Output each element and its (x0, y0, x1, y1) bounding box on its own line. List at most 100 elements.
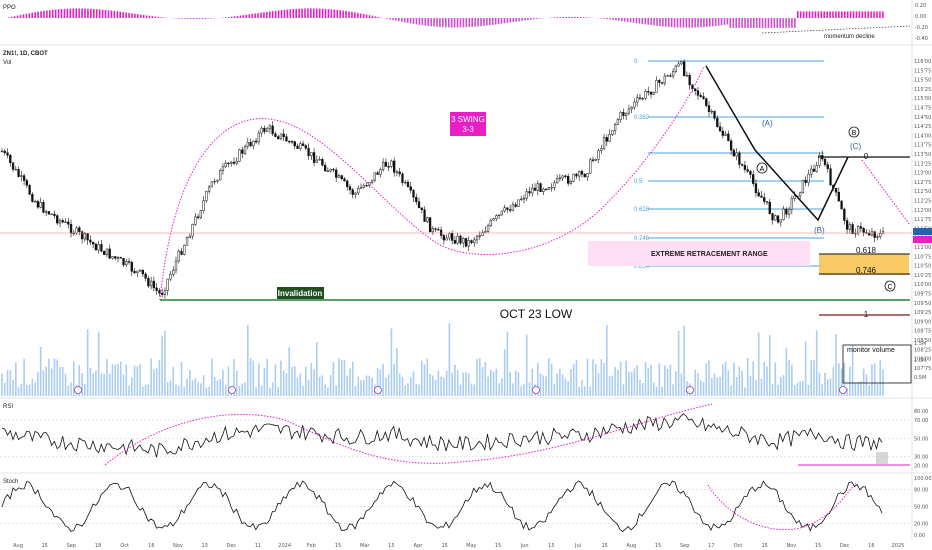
candle-body (804, 179, 807, 183)
candle-body (417, 201, 421, 209)
ppo-bar (615, 18, 617, 21)
volume-bar (67, 385, 70, 396)
event-marker (374, 386, 382, 394)
projection-label: 1 (864, 310, 869, 319)
ppo-bar (119, 11, 121, 18)
x-tick: 17 (708, 543, 714, 549)
ppo-bar (606, 18, 608, 20)
x-tick: 15 (761, 543, 767, 549)
candle-body (547, 187, 550, 190)
volume-bar (708, 360, 710, 396)
monitor-volume-label: monitor volume (847, 347, 895, 354)
candle-body (398, 171, 401, 175)
ppo-bar (494, 18, 497, 25)
volume-bar (252, 360, 255, 396)
volume-bar (155, 368, 158, 396)
price-tick: 110'25 (914, 273, 931, 279)
volume-bar (48, 358, 50, 396)
ppo-bar (78, 8, 80, 18)
candle-body (69, 224, 73, 234)
volume-bar (594, 364, 597, 396)
x-tick: Jun (520, 543, 529, 549)
candle-body (340, 175, 343, 179)
x-tick: Nov (786, 543, 796, 549)
volume-bar (804, 341, 807, 396)
volume-bar (755, 379, 757, 396)
candle-body (688, 75, 691, 86)
candle-body (94, 243, 98, 251)
ppo-bar (720, 18, 723, 26)
candle-body (243, 145, 247, 154)
rsi-line (1, 413, 883, 458)
volume-bar (835, 334, 837, 396)
volume-bar (42, 370, 45, 396)
stoch-tick: 50.00 (914, 505, 928, 511)
candle-body (837, 191, 840, 202)
volume-bar (64, 373, 67, 396)
ppo-bar (474, 18, 476, 27)
ppo-bar (714, 18, 717, 27)
volume-bar (304, 366, 307, 396)
volume-bar (285, 373, 288, 396)
rsi-title: RSI (3, 404, 13, 410)
volume-bar (782, 375, 785, 396)
candle-body (20, 175, 23, 177)
ppo-bar (670, 18, 673, 28)
ppo-bar (735, 18, 737, 28)
volume-bar (465, 372, 467, 396)
ppo-bar (697, 18, 699, 28)
volume-bar (583, 386, 586, 396)
candle-body (315, 159, 318, 163)
ppo-bar (40, 11, 42, 18)
ppo-bar (530, 18, 532, 20)
ppo-bar (286, 9, 289, 18)
ppo-bar (324, 8, 327, 18)
volume-bar (117, 364, 119, 396)
volume-bar (89, 368, 92, 396)
rsi-tick: 70.00 (914, 418, 928, 424)
candle-body (451, 233, 454, 241)
candle-body (318, 159, 321, 161)
candle-body (9, 155, 12, 163)
rsi-tick: 30.00 (914, 454, 928, 460)
candle-body (879, 233, 882, 237)
volume-bar (506, 331, 509, 396)
ppo-bar (755, 18, 758, 28)
volume-bar (818, 372, 821, 396)
volume-bar (531, 368, 534, 396)
volume-bar (664, 365, 666, 396)
candle-body (727, 133, 730, 142)
candle-body (798, 192, 802, 197)
x-tick: 2025 (892, 543, 905, 549)
volume-bar (238, 386, 241, 396)
candle-body (437, 229, 440, 231)
volume-bar (335, 385, 337, 396)
volume-bar (716, 377, 719, 396)
ppo-bar (239, 15, 242, 18)
ppo-bar (371, 15, 374, 18)
ppo-bar (650, 18, 652, 26)
volume-bar (854, 383, 857, 396)
volume-bar (81, 373, 83, 396)
ppo-histogram: 0.20 0.00 -0.20 -0.40 (7, 3, 928, 42)
ppo-bar (571, 16, 573, 18)
ppo-bar (93, 8, 95, 18)
candle-body (776, 215, 780, 223)
candle-body (64, 221, 67, 223)
fib-level-label: 0.618 (634, 207, 650, 213)
volume-bar (661, 386, 663, 396)
candle-body (757, 192, 760, 197)
candle-body (152, 280, 156, 289)
candle-body (785, 208, 788, 215)
volume-bar (34, 382, 36, 396)
candle-body (14, 168, 17, 171)
volume-bar (50, 368, 53, 396)
candlestick-series (0, 59, 885, 299)
ppo-bar (497, 18, 500, 25)
price-tick: 108'75 (914, 329, 931, 335)
price-tick: 114'75 (914, 106, 931, 112)
volume-tick: 0.5M (914, 375, 926, 381)
candle-body (779, 219, 782, 223)
volume-bar (205, 387, 208, 396)
volume-bar (451, 372, 453, 396)
